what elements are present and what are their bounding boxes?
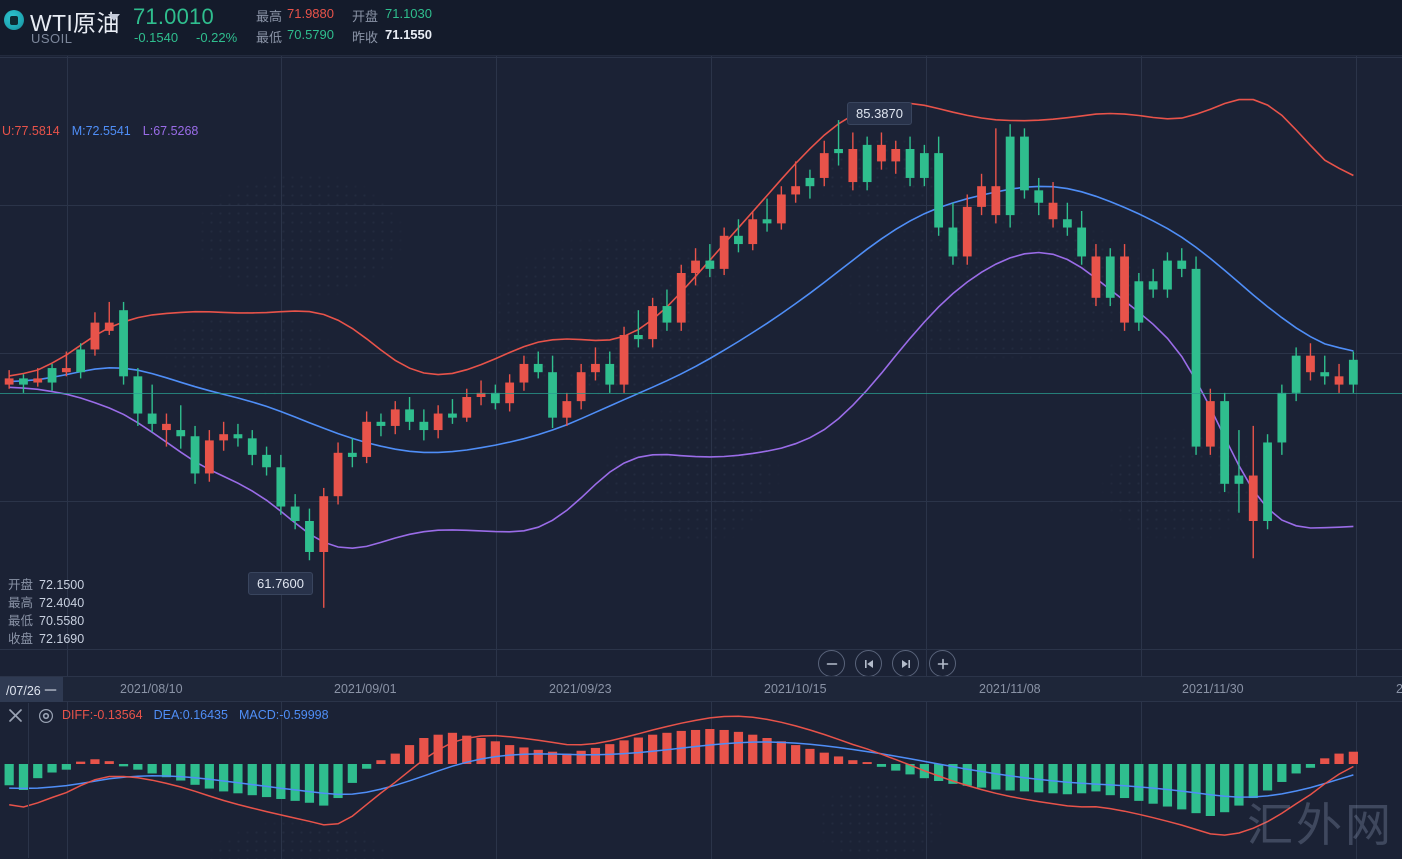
change-absolute: -0.1540: [134, 30, 179, 45]
ohlc-row-high: 最高 72.4040: [8, 592, 84, 611]
ohlc-value-close: 72.1690: [39, 632, 85, 646]
price-series-svg: [4, 98, 1358, 608]
time-axis-tick: 2: [1396, 682, 1402, 696]
zoom-out-button[interactable]: [818, 650, 845, 677]
boll-legend: U:77.5814 M:72.5541 L:67.5268: [2, 124, 198, 138]
stat-label-low: 最低: [256, 30, 283, 45]
grid-line-v: [926, 56, 927, 676]
step-forward-button[interactable]: [892, 650, 919, 677]
grid-line-v: [1141, 56, 1142, 676]
grid-line-v: [1356, 702, 1357, 859]
grid-line-h: [0, 649, 1402, 650]
grid-line-v: [711, 56, 712, 676]
ohlc-row-open: 开盘 72.1500: [8, 574, 84, 593]
time-axis-tick: 2021/09/01: [334, 682, 397, 696]
last-price: 71.0010: [133, 4, 214, 29]
change-percent: -0.22%: [196, 30, 238, 45]
macd-macd-value: MACD:-0.59998: [238, 708, 329, 722]
grid-line-v: [711, 702, 712, 859]
time-axis[interactable]: /07/26 一 2021/08/10 2021/09/01 2021/09/2…: [0, 676, 1402, 702]
ohlc-value-low: 70.5580: [39, 614, 85, 628]
boll-lower-value: L:67.5268: [142, 124, 199, 138]
stat-value-high: 71.9880: [287, 6, 334, 21]
stat-label-prevclose: 昨收: [352, 30, 379, 45]
time-axis-tick: 2021/09/23: [549, 682, 612, 696]
boll-middle-value: M:72.5541: [71, 124, 131, 138]
step-back-button[interactable]: [855, 650, 882, 677]
grid-line-h: [0, 353, 1402, 354]
ohlc-value-open: 72.1500: [39, 578, 85, 592]
stat-value-open: 71.1030: [385, 6, 432, 21]
grid-line-v: [926, 702, 927, 859]
app-logo-icon: [4, 10, 24, 30]
gear-icon[interactable]: [38, 708, 54, 724]
stat-value-prevclose: 71.1550: [385, 27, 432, 42]
time-axis-tick: 2021/10/15: [764, 682, 827, 696]
time-axis-tick: 2021/11/08: [979, 682, 1041, 696]
grid-line-v: [496, 702, 497, 859]
stat-label-open: 开盘: [352, 9, 379, 24]
grid-line-v: [496, 56, 497, 676]
ohlc-label-low: 最低: [8, 614, 34, 628]
instrument-header: WTI原油 USOIL 71.0010 -0.1540 -0.22% 最高 71…: [0, 0, 1402, 56]
time-axis-tick: 2021/11/30: [1182, 682, 1244, 696]
close-icon[interactable]: [8, 708, 23, 723]
ohlc-row-low: 最低 70.5580: [8, 610, 84, 629]
ohlc-value-high: 72.4040: [39, 596, 85, 610]
current-price-line: [0, 393, 1402, 394]
period-low-tag: 61.7600: [248, 572, 313, 595]
grid-line-v: [281, 56, 282, 676]
macd-divider: [28, 703, 29, 858]
price-chart-panel[interactable]: U:77.5814 M:72.5541 L:67.5268 85.3870 61.7…: [0, 56, 1402, 676]
grid-line-v: [67, 702, 68, 859]
time-axis-tick: 2021/08/10: [120, 682, 183, 696]
macd-legend: DIFF:-0.13564 DEA:0.16435 MACD:-0.59998: [62, 708, 329, 722]
grid-line-v: [67, 56, 68, 676]
time-axis-current-label: /07/26 一: [0, 677, 63, 702]
instrument-name: WTI原油: [30, 10, 120, 36]
period-high-tag: 85.3870: [847, 102, 912, 125]
stat-value-low: 70.5790: [287, 27, 334, 42]
macd-series-svg: [4, 715, 1358, 836]
grid-line-h: [0, 205, 1402, 206]
boll-upper-value: U:77.5814: [2, 124, 60, 138]
macd-diff-value: DIFF:-0.13564: [62, 708, 143, 722]
ohlc-label-close: 收盘: [8, 632, 34, 646]
grid-line-h: [0, 57, 1402, 58]
macd-panel-header: DIFF:-0.13564 DEA:0.16435 MACD:-0.59998: [0, 702, 1402, 728]
chevron-down-icon[interactable]: [108, 14, 120, 21]
ohlc-label-high: 最高: [8, 596, 34, 610]
chart-navigation-controls[interactable]: [818, 650, 956, 677]
zoom-in-button[interactable]: [929, 650, 956, 677]
stat-label-high: 最高: [256, 9, 283, 24]
grid-line-h: [0, 501, 1402, 502]
ohlc-row-close: 收盘 72.1690: [8, 628, 84, 647]
symbol-code: USOIL: [31, 31, 73, 46]
ohlc-label-open: 开盘: [8, 578, 34, 592]
macd-dea-value: DEA:0.16435: [153, 708, 228, 722]
